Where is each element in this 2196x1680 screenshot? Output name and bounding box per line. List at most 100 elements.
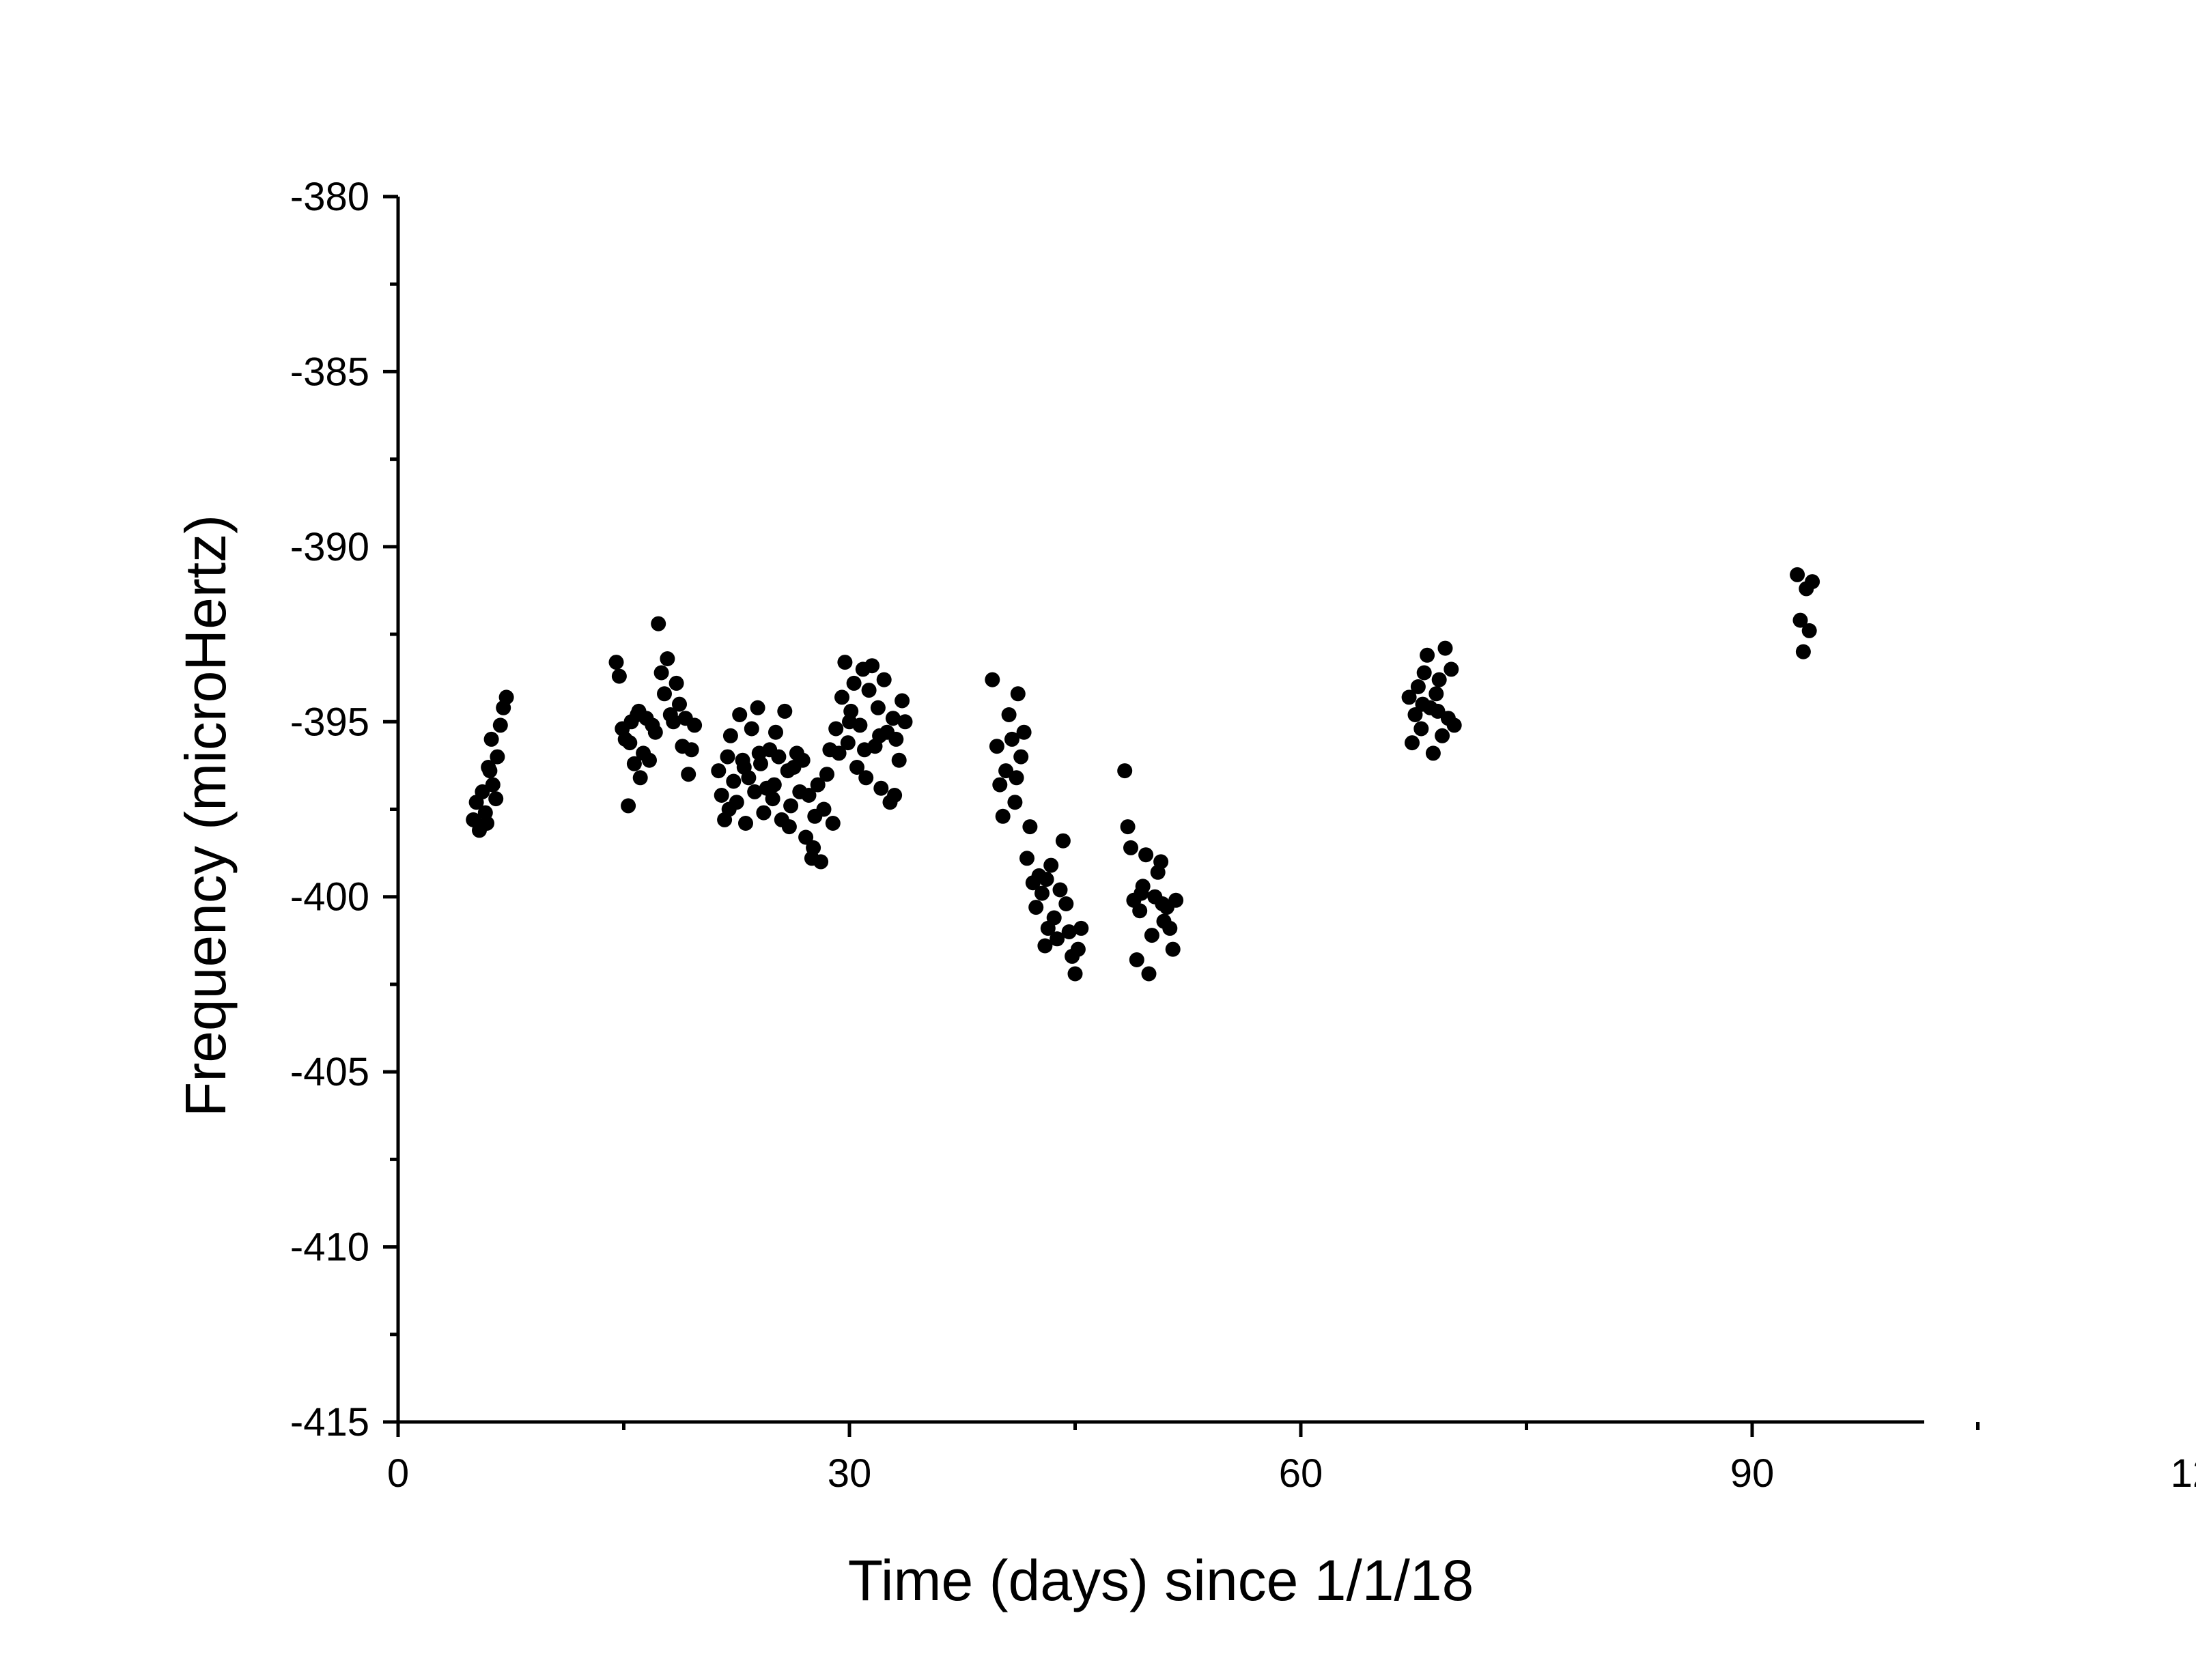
data-point — [1129, 952, 1144, 967]
data-point — [1123, 840, 1138, 855]
data-point — [720, 749, 735, 765]
data-point — [891, 752, 907, 768]
data-point — [1444, 661, 1459, 677]
data-point — [819, 767, 834, 782]
data-point — [765, 791, 780, 807]
data-point — [622, 735, 638, 751]
data-point — [750, 700, 765, 715]
data-point — [732, 707, 748, 722]
data-point — [1805, 574, 1820, 590]
data-point — [771, 749, 787, 765]
data-point — [992, 777, 1008, 793]
data-points — [466, 567, 1820, 982]
data-point — [872, 728, 888, 743]
data-point — [858, 770, 874, 786]
ticks — [383, 195, 1980, 1437]
data-point — [840, 735, 856, 751]
data-point — [864, 658, 880, 674]
y-tick-label: -410 — [290, 1225, 369, 1270]
data-point — [1425, 745, 1441, 761]
data-point — [837, 655, 853, 670]
data-point — [806, 840, 821, 855]
data-point — [813, 854, 829, 870]
y-tick-label: -380 — [290, 175, 369, 219]
data-point — [825, 816, 841, 831]
x-axis-title: Time (days) since 1/1/18 — [848, 1548, 1474, 1612]
x-tick-label: 60 — [1279, 1451, 1323, 1496]
data-point — [1070, 941, 1086, 957]
data-point — [714, 788, 729, 803]
data-point — [1016, 724, 1032, 740]
data-point — [795, 752, 811, 768]
data-point — [687, 717, 703, 733]
data-point — [887, 788, 903, 803]
data-point — [651, 616, 666, 631]
data-point — [666, 714, 681, 730]
data-point — [842, 714, 857, 730]
data-point — [1795, 644, 1811, 659]
data-point — [1004, 731, 1019, 747]
data-point — [1034, 885, 1050, 901]
data-point — [681, 767, 696, 782]
data-point — [1141, 966, 1157, 982]
data-point — [1009, 770, 1024, 786]
data-point — [1401, 689, 1417, 705]
data-point — [642, 752, 657, 768]
y-axis-title: Frequency (microHertz) — [173, 515, 238, 1117]
data-point — [647, 724, 663, 740]
data-point — [1407, 707, 1423, 722]
data-point — [482, 763, 498, 779]
data-point — [498, 689, 514, 705]
data-point — [660, 651, 675, 666]
y-tick-label: -395 — [290, 700, 369, 744]
data-point — [1117, 763, 1133, 779]
data-point — [1153, 854, 1169, 870]
data-point — [1046, 910, 1062, 926]
data-point — [783, 798, 799, 814]
data-point — [621, 798, 636, 814]
data-point — [1037, 938, 1053, 954]
data-point — [490, 749, 505, 765]
data-point — [857, 742, 872, 758]
data-point — [1801, 623, 1817, 638]
x-tick-label: 30 — [828, 1451, 872, 1496]
data-point — [995, 808, 1011, 824]
data-point — [1028, 900, 1044, 915]
data-point — [751, 745, 767, 761]
data-point — [1134, 885, 1149, 901]
data-point — [876, 672, 892, 687]
data-point — [1058, 896, 1074, 911]
data-point — [1431, 672, 1447, 687]
data-point — [711, 763, 727, 779]
data-point — [1073, 920, 1089, 936]
data-point — [483, 731, 499, 747]
data-point — [849, 760, 864, 775]
data-point — [768, 724, 783, 740]
data-point — [781, 819, 797, 835]
data-point — [747, 784, 763, 799]
data-point — [653, 665, 669, 681]
data-point — [777, 703, 793, 719]
data-point — [738, 816, 753, 831]
data-point — [1132, 903, 1148, 919]
data-point — [870, 700, 886, 715]
data-point — [1013, 749, 1029, 765]
x-tick-label: 120 — [2171, 1451, 2196, 1496]
tick-labels: 0306090120150180-380-385-390-395-400-405… — [290, 175, 2196, 1496]
data-point — [672, 696, 687, 712]
data-point — [1428, 686, 1444, 702]
data-point — [1001, 707, 1017, 722]
data-point — [668, 675, 684, 691]
data-point — [1138, 847, 1154, 863]
data-point — [632, 770, 648, 786]
data-point — [816, 801, 832, 817]
data-point — [631, 703, 647, 719]
data-point — [1420, 647, 1435, 663]
data-point — [657, 686, 672, 702]
y-tick-label: -415 — [290, 1400, 369, 1444]
data-point — [998, 763, 1014, 779]
data-point — [608, 655, 624, 670]
data-point — [1050, 931, 1065, 947]
data-point — [873, 780, 889, 796]
data-point — [722, 728, 738, 743]
